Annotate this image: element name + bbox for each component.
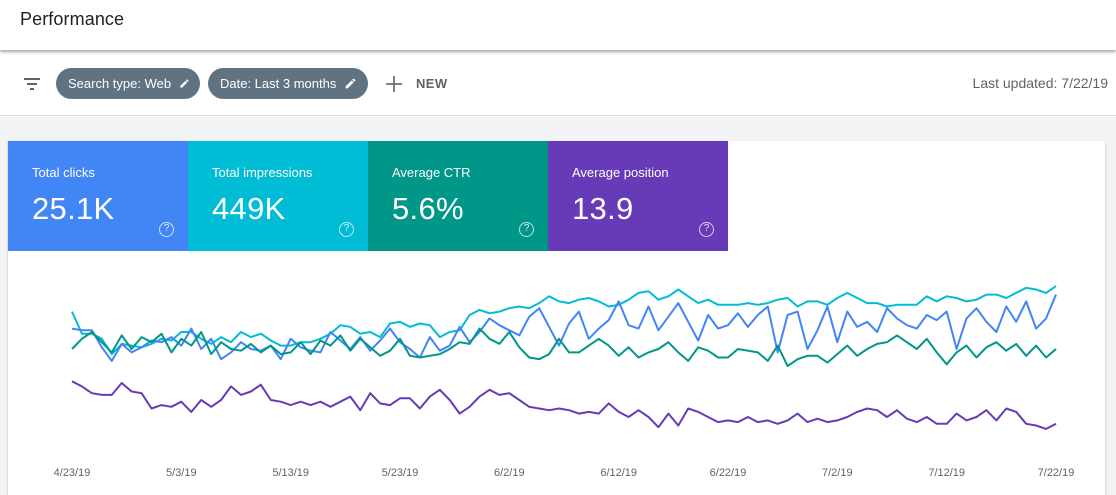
performance-card: Total clicks 25.1K ? Total impressions 4… (8, 141, 1105, 495)
date-range-chip-label: Date: Last 3 months (220, 76, 337, 91)
metric-label: Total clicks (32, 165, 95, 180)
metric-label: Average CTR (392, 165, 471, 180)
x-tick-label: 4/23/19 (54, 467, 91, 479)
metric-total-impressions[interactable]: Total impressions 449K ? (188, 141, 368, 251)
x-tick-label: 7/2/19 (822, 467, 853, 479)
help-icon[interactable]: ? (519, 222, 534, 237)
metric-value: 25.1K (32, 191, 115, 226)
series-line-0 (71, 285, 1057, 356)
help-icon[interactable]: ? (159, 222, 174, 237)
metric-value: 5.6% (392, 191, 464, 226)
x-tick-label: 7/12/19 (928, 467, 965, 479)
x-tick-label: 6/22/19 (710, 467, 747, 479)
title-bar: Performance (0, 0, 1116, 50)
x-tick-label: 6/12/19 (600, 467, 637, 479)
metric-average-position[interactable]: Average position 13.9 ? (548, 141, 728, 251)
series-line-1 (71, 294, 1057, 362)
date-range-chip[interactable]: Date: Last 3 months (208, 68, 368, 99)
series-line-2 (71, 327, 1057, 367)
metric-value: 13.9 (572, 191, 634, 226)
metric-value: 449K (212, 191, 286, 226)
metric-label: Total impressions (212, 165, 313, 180)
metric-average-ctr[interactable]: Average CTR 5.6% ? (368, 141, 548, 251)
new-filter-button[interactable]: NEW (385, 68, 448, 99)
pencil-icon[interactable] (344, 77, 357, 90)
search-type-chip-label: Search type: Web (68, 76, 172, 91)
metric-total-clicks[interactable]: Total clicks 25.1K ? (8, 141, 188, 251)
new-filter-label: NEW (416, 76, 448, 91)
page-title: Performance (20, 9, 125, 29)
series-line-3 (71, 380, 1057, 430)
x-tick-label: 5/3/19 (166, 467, 197, 479)
x-tick-label: 6/2/19 (494, 467, 525, 479)
help-icon[interactable]: ? (339, 222, 354, 237)
plus-icon (386, 75, 402, 92)
search-type-chip[interactable]: Search type: Web (56, 68, 200, 99)
filter-icon[interactable] (22, 74, 42, 94)
filter-bar: Search type: Web Date: Last 3 months NEW… (0, 52, 1116, 116)
x-tick-label: 5/13/19 (272, 467, 309, 479)
x-tick-label: 5/23/19 (382, 467, 419, 479)
last-updated-text: Last updated: 7/22/19 (972, 75, 1108, 91)
performance-line-chart: 4/23/19 5/3/19 5/13/19 5/23/19 6/2/19 6/12/19… (54, 285, 1075, 479)
pencil-icon[interactable] (179, 77, 190, 90)
help-icon[interactable]: ? (699, 222, 714, 237)
metric-label: Average position (572, 165, 669, 180)
x-tick-label: 7/22/19 (1038, 467, 1075, 479)
